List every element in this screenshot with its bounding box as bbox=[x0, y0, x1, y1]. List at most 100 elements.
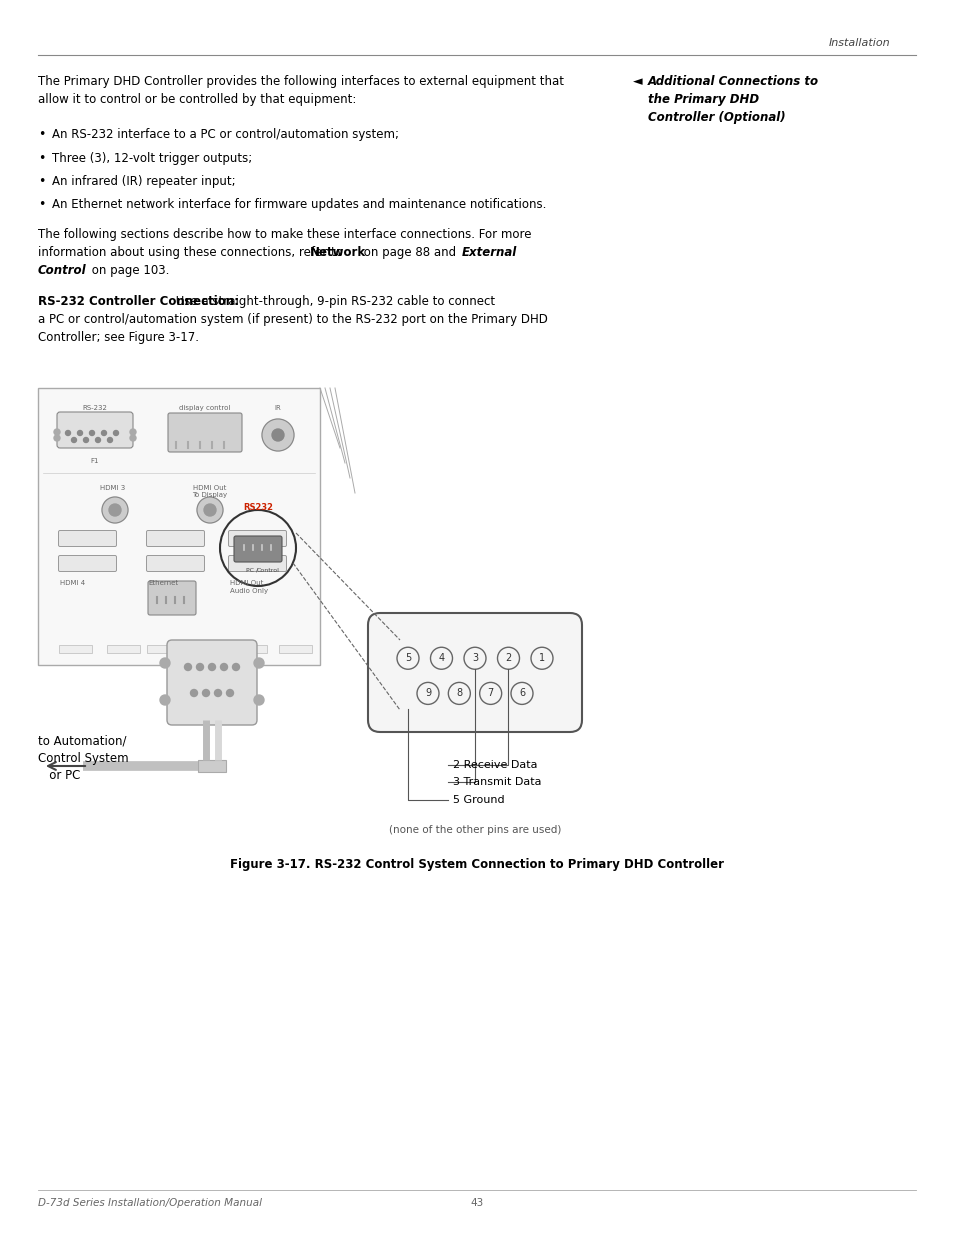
FancyBboxPatch shape bbox=[368, 613, 581, 732]
FancyBboxPatch shape bbox=[147, 531, 204, 547]
Text: Additional Connections to
the Primary DHD
Controller (Optional): Additional Connections to the Primary DH… bbox=[647, 75, 819, 124]
Circle shape bbox=[108, 437, 112, 442]
FancyBboxPatch shape bbox=[229, 531, 286, 547]
Circle shape bbox=[531, 647, 553, 669]
Text: 8: 8 bbox=[456, 688, 462, 699]
Text: RS-232: RS-232 bbox=[83, 405, 108, 411]
Text: RS-232 Controller Connection:: RS-232 Controller Connection: bbox=[38, 295, 239, 308]
Circle shape bbox=[204, 504, 215, 516]
Circle shape bbox=[102, 496, 128, 522]
Text: ◄: ◄ bbox=[633, 75, 642, 88]
Text: Three (3), 12-volt trigger outputs;: Three (3), 12-volt trigger outputs; bbox=[52, 152, 252, 165]
Text: PC /: PC / bbox=[246, 568, 258, 573]
Text: RS232: RS232 bbox=[243, 503, 273, 513]
FancyBboxPatch shape bbox=[58, 531, 116, 547]
Circle shape bbox=[71, 437, 76, 442]
Text: 3 Transmit Data: 3 Transmit Data bbox=[453, 777, 541, 787]
Text: The following sections describe how to make these interface connections. For mor: The following sections describe how to m… bbox=[38, 228, 531, 241]
Circle shape bbox=[77, 431, 82, 436]
Circle shape bbox=[448, 683, 470, 704]
Circle shape bbox=[497, 647, 519, 669]
FancyBboxPatch shape bbox=[108, 645, 140, 652]
Text: •: • bbox=[38, 128, 46, 141]
Text: on page 103.: on page 103. bbox=[88, 264, 170, 277]
Text: (none of the other pins are used): (none of the other pins are used) bbox=[389, 825, 560, 835]
Text: a PC or control/automation system (if present) to the RS-232 port on the Primary: a PC or control/automation system (if pr… bbox=[38, 312, 547, 326]
Circle shape bbox=[160, 658, 170, 668]
Circle shape bbox=[416, 683, 438, 704]
Text: HDMI 4: HDMI 4 bbox=[60, 580, 85, 585]
FancyBboxPatch shape bbox=[38, 388, 319, 664]
Circle shape bbox=[220, 663, 227, 671]
Text: 7: 7 bbox=[487, 688, 494, 699]
Circle shape bbox=[191, 689, 197, 697]
Circle shape bbox=[214, 689, 221, 697]
Text: on page 88 and: on page 88 and bbox=[359, 246, 459, 259]
Text: 5 Ground: 5 Ground bbox=[453, 795, 504, 805]
Circle shape bbox=[253, 695, 264, 705]
Text: HDMI 3: HDMI 3 bbox=[100, 485, 125, 492]
Circle shape bbox=[511, 683, 533, 704]
Circle shape bbox=[101, 431, 107, 436]
Circle shape bbox=[396, 647, 418, 669]
Text: 2 Receive Data: 2 Receive Data bbox=[453, 760, 537, 769]
Text: An Ethernet network interface for firmware updates and maintenance notifications: An Ethernet network interface for firmwa… bbox=[52, 198, 546, 211]
Circle shape bbox=[479, 683, 501, 704]
Circle shape bbox=[130, 435, 136, 441]
Text: HDMI Out
To Display: HDMI Out To Display bbox=[193, 485, 228, 499]
Text: information about using these connections, refer to: information about using these connection… bbox=[38, 246, 346, 259]
FancyBboxPatch shape bbox=[279, 645, 313, 652]
FancyBboxPatch shape bbox=[58, 556, 116, 572]
Text: F1: F1 bbox=[91, 458, 99, 464]
FancyBboxPatch shape bbox=[229, 556, 286, 572]
Text: •: • bbox=[38, 175, 46, 188]
Text: Use a straight-through, 9-pin RS-232 cable to connect: Use a straight-through, 9-pin RS-232 cab… bbox=[172, 295, 495, 308]
Text: IR: IR bbox=[274, 405, 281, 411]
FancyBboxPatch shape bbox=[167, 640, 256, 725]
Text: 3: 3 bbox=[472, 653, 477, 663]
Text: 43: 43 bbox=[470, 1198, 483, 1208]
FancyBboxPatch shape bbox=[57, 412, 132, 448]
Text: Control: Control bbox=[38, 264, 87, 277]
Circle shape bbox=[209, 663, 215, 671]
Text: 1: 1 bbox=[538, 653, 544, 663]
Circle shape bbox=[160, 695, 170, 705]
Text: D-73d Series Installation/Operation Manual: D-73d Series Installation/Operation Manu… bbox=[38, 1198, 262, 1208]
Circle shape bbox=[430, 647, 452, 669]
Text: to Automation/
Control System
   or PC: to Automation/ Control System or PC bbox=[38, 735, 129, 782]
Circle shape bbox=[90, 431, 94, 436]
Text: HDMI Out
Audio Only: HDMI Out Audio Only bbox=[230, 580, 268, 594]
Text: Control: Control bbox=[256, 568, 279, 573]
FancyBboxPatch shape bbox=[148, 580, 195, 615]
Text: •: • bbox=[38, 152, 46, 165]
Circle shape bbox=[109, 504, 121, 516]
Text: 5: 5 bbox=[404, 653, 411, 663]
Text: Ethernet: Ethernet bbox=[148, 580, 178, 585]
FancyBboxPatch shape bbox=[195, 645, 229, 652]
Circle shape bbox=[66, 431, 71, 436]
FancyBboxPatch shape bbox=[198, 760, 226, 772]
Text: display control: display control bbox=[179, 405, 231, 411]
Circle shape bbox=[233, 663, 239, 671]
Text: •: • bbox=[38, 198, 46, 211]
Text: Network: Network bbox=[310, 246, 366, 259]
FancyBboxPatch shape bbox=[234, 645, 267, 652]
Circle shape bbox=[84, 437, 89, 442]
Text: Controller; see Figure 3-17.: Controller; see Figure 3-17. bbox=[38, 331, 199, 345]
Circle shape bbox=[95, 437, 100, 442]
FancyBboxPatch shape bbox=[148, 645, 180, 652]
Circle shape bbox=[196, 663, 203, 671]
FancyBboxPatch shape bbox=[147, 556, 204, 572]
Text: 2: 2 bbox=[505, 653, 511, 663]
Circle shape bbox=[54, 429, 60, 435]
Text: External: External bbox=[461, 246, 517, 259]
Text: 6: 6 bbox=[518, 688, 524, 699]
Text: Installation: Installation bbox=[827, 38, 889, 48]
Text: An RS-232 interface to a PC or control/automation system;: An RS-232 interface to a PC or control/a… bbox=[52, 128, 398, 141]
Circle shape bbox=[272, 429, 284, 441]
Circle shape bbox=[463, 647, 485, 669]
Text: The Primary DHD Controller provides the following interfaces to external equipme: The Primary DHD Controller provides the … bbox=[38, 75, 563, 105]
Circle shape bbox=[196, 496, 223, 522]
Circle shape bbox=[262, 419, 294, 451]
Text: 4: 4 bbox=[438, 653, 444, 663]
